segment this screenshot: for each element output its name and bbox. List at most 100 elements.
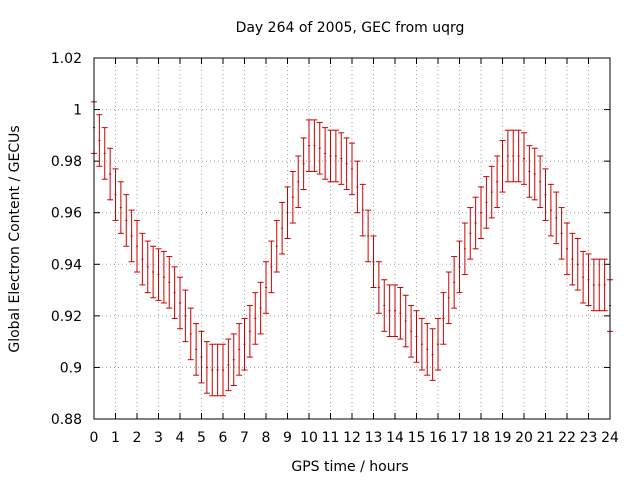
- data-point: [182, 289, 189, 343]
- data-point: [408, 305, 415, 358]
- data-point: [510, 129, 517, 183]
- data-point: [128, 209, 135, 263]
- data-point: [580, 250, 587, 304]
- data-point: [365, 209, 372, 263]
- data-point: [461, 222, 468, 276]
- x-tick-label: 19: [494, 430, 512, 446]
- x-tick-label: 9: [283, 430, 292, 446]
- x-tick-label: 15: [408, 430, 426, 446]
- data-point: [332, 129, 339, 183]
- data-point: [558, 207, 565, 260]
- data-point: [435, 317, 441, 371]
- data-point: [349, 142, 355, 196]
- data-point: [521, 132, 527, 185]
- data-point: [397, 286, 404, 340]
- x-tick-label: 11: [322, 430, 340, 446]
- x-tick-label: 24: [601, 430, 619, 446]
- x-tick-label: 0: [90, 430, 99, 446]
- x-tick-label: 20: [515, 430, 533, 446]
- data-point: [429, 328, 436, 381]
- data-point: [150, 245, 157, 299]
- x-axis-ticks: 0 1 2 3 4 5 6 7 8 9 10 11 12 13 14 15 16 17 18 19 20 21 22 23 24: [90, 58, 619, 446]
- data-point: [440, 292, 447, 345]
- data-point: [327, 129, 334, 183]
- data-point: [467, 207, 474, 260]
- error-bars: [91, 101, 613, 397]
- data-point: [198, 330, 205, 384]
- data-point: [504, 129, 511, 183]
- data-point: [171, 266, 178, 319]
- data-point: [392, 284, 398, 337]
- x-tick-label: 1: [111, 430, 120, 446]
- data-point: [241, 317, 248, 371]
- data-point: [203, 341, 210, 394]
- x-tick-label: 17: [451, 430, 469, 446]
- data-point: [284, 186, 291, 239]
- y-tick-label: 0.94: [51, 257, 82, 273]
- data-point: [488, 165, 495, 219]
- data-point: [279, 201, 286, 255]
- x-tick-label: 10: [300, 430, 318, 446]
- data-point: [445, 271, 452, 325]
- x-tick-label: 2: [133, 430, 142, 446]
- data-point: [187, 307, 194, 361]
- data-point: [494, 155, 501, 209]
- chart-title: Day 264 of 2005, GEC from uqrg: [236, 20, 465, 36]
- data-point: [338, 132, 345, 185]
- data-point: [220, 343, 226, 397]
- data-point: [537, 155, 544, 209]
- data-point: [418, 317, 425, 371]
- data-point: [101, 127, 108, 180]
- y-tick-label: 0.9: [60, 360, 82, 376]
- data-point: [574, 238, 581, 291]
- data-point: [160, 250, 167, 304]
- data-point: [107, 147, 114, 201]
- data-point: [413, 310, 420, 363]
- data-point: [424, 323, 431, 376]
- data-point: [343, 137, 350, 191]
- data-point: [193, 323, 200, 376]
- data-point: [483, 176, 490, 229]
- data-point: [155, 248, 162, 301]
- data-point: [472, 196, 479, 250]
- data-point: [311, 119, 318, 172]
- data-point: [564, 222, 570, 276]
- y-tick-label: 0.88: [51, 412, 82, 428]
- data-point: [96, 114, 103, 167]
- y-tick-label: 0.96: [51, 206, 82, 222]
- y-tick-label: 1: [73, 103, 82, 119]
- y-tick-label: 1.02: [51, 51, 82, 67]
- x-tick-label: 7: [240, 430, 249, 446]
- data-point: [478, 186, 484, 239]
- data-point: [139, 232, 146, 286]
- x-tick-label: 5: [197, 430, 206, 446]
- plot-frame: [93, 57, 611, 420]
- data-point: [295, 155, 302, 209]
- data-point: [263, 261, 269, 314]
- data-point: [225, 338, 232, 392]
- data-point: [386, 284, 393, 337]
- y-axis-ticks: 0.88 0.9 0.92 0.94 0.96 0.98 1 1.02: [51, 51, 610, 428]
- data-point: [306, 119, 312, 172]
- data-point: [354, 160, 361, 214]
- data-point: [144, 240, 151, 294]
- data-point: [531, 147, 538, 201]
- data-point: [585, 253, 592, 307]
- data-point: [515, 129, 522, 183]
- data-point: [209, 343, 216, 397]
- data-point: [289, 170, 296, 224]
- x-tick-label: 14: [386, 430, 404, 446]
- x-tick-label: 13: [365, 430, 383, 446]
- data-point: [134, 219, 140, 273]
- data-point: [117, 181, 124, 234]
- data-point: [359, 183, 366, 237]
- data-point: [166, 256, 173, 309]
- data-point: [553, 191, 560, 245]
- data-point: [236, 323, 243, 376]
- x-tick-label: 22: [558, 430, 576, 446]
- data-point: [257, 281, 264, 335]
- data-point: [177, 276, 183, 330]
- data-point: [252, 292, 259, 345]
- x-tick-label: 18: [472, 430, 490, 446]
- data-point: [381, 279, 388, 332]
